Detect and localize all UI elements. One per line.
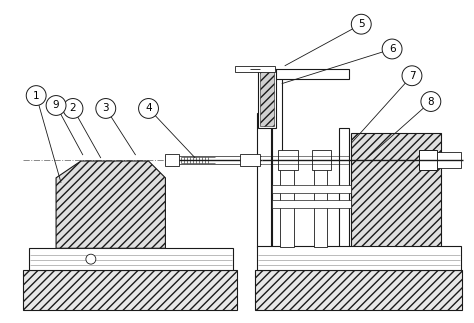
Bar (240, 154, 260, 166)
Bar (437, 152, 461, 168)
Text: 6: 6 (389, 44, 395, 54)
Circle shape (63, 99, 83, 118)
Text: 1: 1 (33, 90, 39, 100)
Bar (258, 69, 276, 128)
Bar (311, 150, 331, 170)
Circle shape (86, 254, 96, 264)
Circle shape (382, 39, 402, 59)
Bar (235, 66, 275, 72)
Bar (339, 128, 349, 247)
Text: 4: 4 (145, 103, 152, 113)
Circle shape (138, 99, 158, 118)
Bar (351, 133, 441, 247)
Bar (272, 200, 351, 208)
Bar (272, 185, 351, 193)
Bar (165, 154, 179, 166)
Bar (255, 270, 462, 310)
Text: 7: 7 (409, 71, 415, 81)
Text: 2: 2 (70, 103, 76, 113)
Bar (260, 71, 274, 126)
Text: 5: 5 (358, 19, 365, 29)
Bar (257, 246, 461, 270)
Circle shape (46, 96, 66, 115)
Bar (272, 69, 349, 79)
Polygon shape (56, 161, 165, 248)
Circle shape (96, 99, 116, 118)
Circle shape (402, 66, 422, 86)
Bar (419, 150, 437, 170)
Bar (257, 113, 271, 247)
Circle shape (26, 86, 46, 106)
Bar (272, 74, 282, 247)
Text: 9: 9 (53, 100, 59, 110)
Bar (23, 270, 237, 310)
Text: 3: 3 (102, 103, 109, 113)
Bar (313, 168, 328, 247)
Bar (278, 150, 298, 170)
Circle shape (351, 14, 371, 34)
Circle shape (421, 92, 441, 111)
Bar (280, 168, 294, 247)
Bar (29, 248, 233, 270)
Text: 8: 8 (428, 97, 434, 107)
